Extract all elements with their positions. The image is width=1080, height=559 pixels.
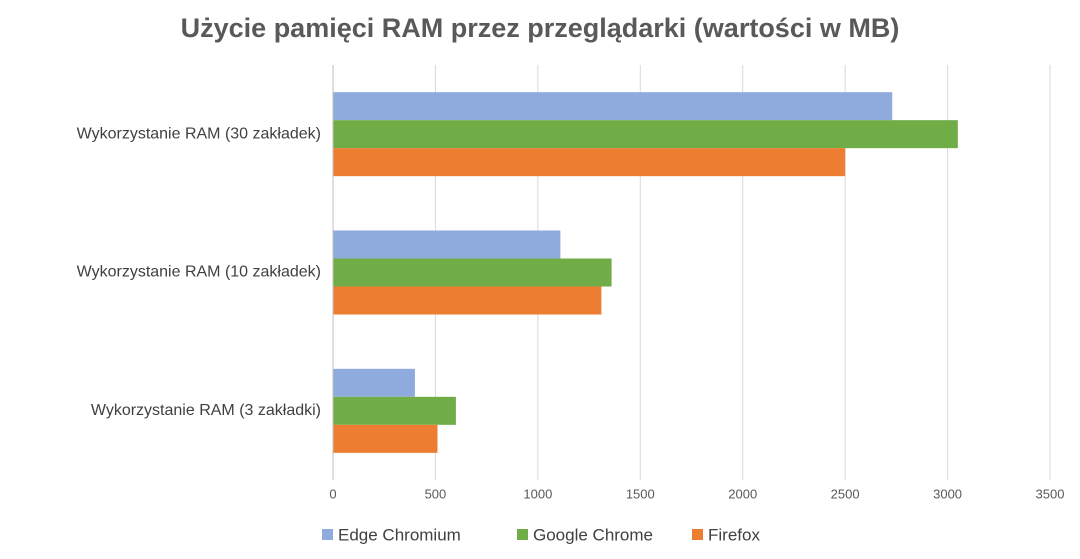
bar — [333, 92, 893, 121]
bar — [333, 258, 612, 287]
x-tick-label: 2500 — [831, 486, 860, 501]
x-tick-label: 1500 — [626, 486, 655, 501]
x-tick-label: 3000 — [933, 486, 962, 501]
legend-label: Edge Chromium — [338, 525, 461, 544]
legend-swatch — [517, 529, 528, 540]
y-tick-label: Wykorzystanie RAM (10 zakładek) — [77, 264, 321, 281]
legend-label: Google Chrome — [533, 525, 653, 544]
x-tick-label: 1000 — [523, 486, 552, 501]
chart-title: Użycie pamięci RAM przez przeglądarki (w… — [181, 13, 900, 43]
bar — [333, 368, 415, 397]
bar — [333, 230, 561, 259]
x-tick-label: 3500 — [1036, 486, 1065, 501]
bar — [333, 396, 456, 425]
bar — [333, 148, 846, 177]
y-tick-label: Wykorzystanie RAM (3 zakładki) — [91, 402, 321, 419]
x-tick-label: 2000 — [728, 486, 757, 501]
x-tick-label: 0 — [329, 486, 336, 501]
x-tick-label: 500 — [425, 486, 447, 501]
bar — [333, 120, 958, 149]
y-tick-label: Wykorzystanie RAM (30 zakładek) — [77, 125, 321, 142]
legend-swatch — [322, 529, 333, 540]
bar — [333, 286, 602, 315]
bar — [333, 424, 438, 453]
legend-label: Firefox — [708, 525, 760, 544]
legend-swatch — [692, 529, 703, 540]
